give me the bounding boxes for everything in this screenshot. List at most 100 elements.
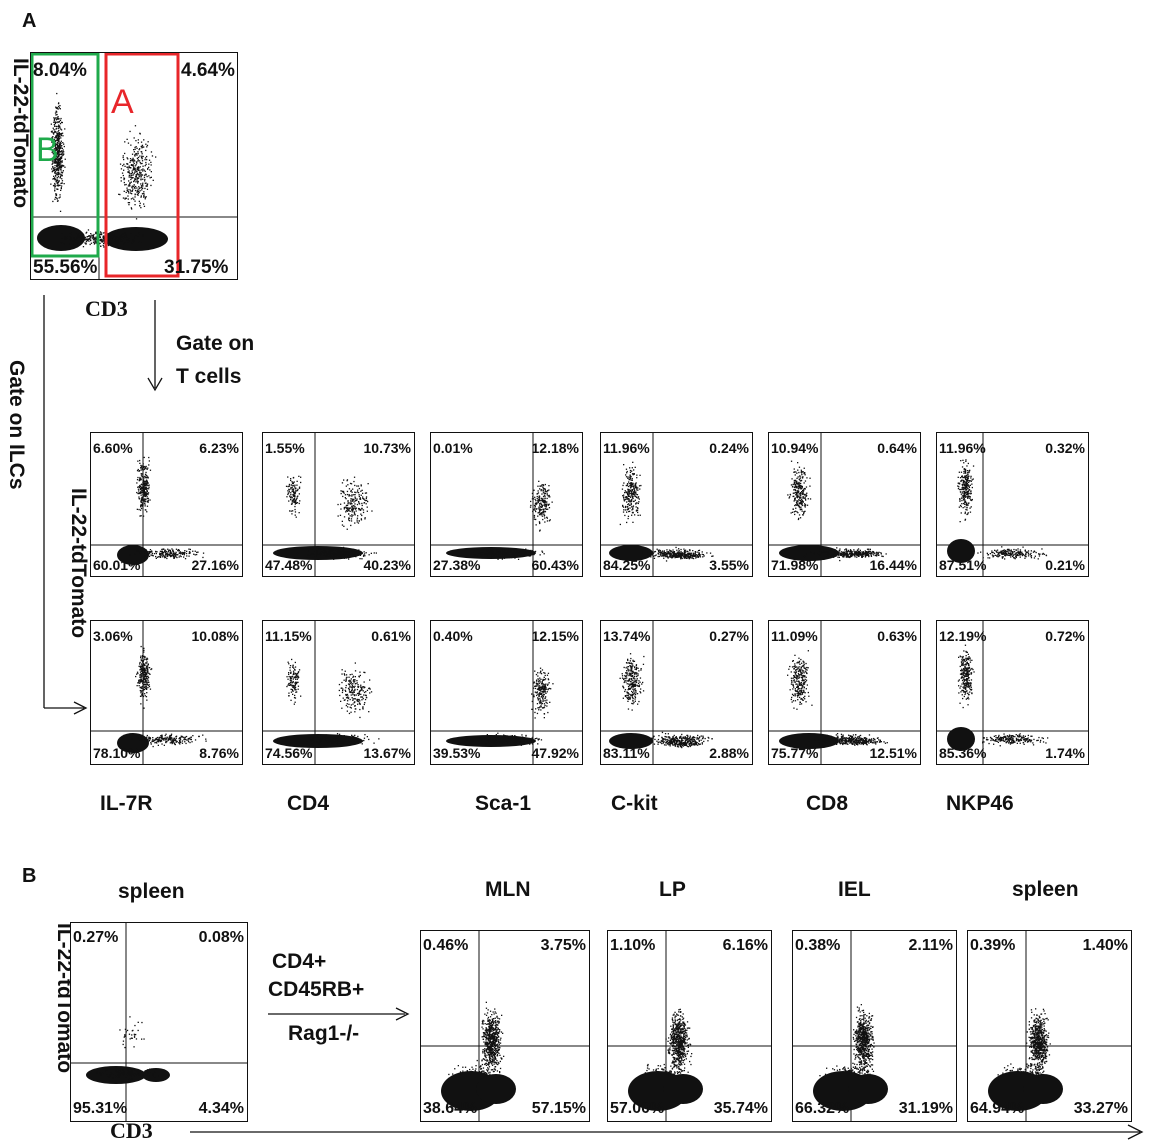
event-dots bbox=[803, 547, 883, 562]
panel-b-quadrant-lr: 31.19% bbox=[898, 1100, 953, 1117]
column-label-nkp46: NKP46 bbox=[946, 792, 1014, 815]
panel-b-plot-svg bbox=[793, 931, 956, 1121]
dense-population bbox=[117, 733, 149, 753]
main-flow-plot: 8.04% 4.64% 55.56% 31.75% A B bbox=[30, 52, 238, 280]
event-dots bbox=[957, 644, 975, 709]
quadrant-lr: 13.67% bbox=[363, 745, 411, 761]
quadrant-ur: 0.27% bbox=[709, 628, 749, 644]
panel-b-quadrant-ur: 0.08% bbox=[198, 929, 244, 946]
panel-b-quadrant-ur: 3.75% bbox=[540, 937, 586, 954]
event-dots bbox=[653, 739, 703, 749]
event-dots bbox=[118, 125, 157, 220]
quadrant-ul: 6.60% bbox=[93, 440, 133, 456]
panel-b-plot-4: 0.39% 1.40% 64.94% 33.27% bbox=[967, 930, 1132, 1122]
panel-b-title-0: spleen bbox=[118, 880, 185, 903]
event-dots bbox=[632, 731, 713, 746]
flow-plot-svg bbox=[91, 433, 242, 576]
panel-b-quadrant-lr: 4.34% bbox=[198, 1100, 244, 1117]
quadrant-ur: 0.61% bbox=[371, 628, 411, 644]
dense-population bbox=[663, 1074, 703, 1104]
panel-b-quadrant-ur: 2.11% bbox=[908, 937, 953, 954]
gate-b-box bbox=[31, 53, 100, 258]
event-dots bbox=[285, 475, 302, 518]
flow-plot-svg bbox=[769, 433, 920, 576]
flow-plot-row-t-il-7r: 6.60% 6.23% 60.01% 27.16% bbox=[90, 432, 243, 577]
event-dots bbox=[129, 548, 205, 560]
event-dots bbox=[136, 456, 152, 517]
quadrant-ul: 13.74% bbox=[603, 628, 651, 644]
flow-plot-svg bbox=[937, 433, 1088, 576]
event-dots bbox=[957, 459, 975, 523]
quadrant-lr: 2.88% bbox=[709, 745, 749, 761]
event-dots bbox=[306, 733, 380, 745]
quadrant-ll: 27.38% bbox=[433, 557, 481, 573]
event-dots bbox=[481, 1001, 505, 1080]
panel-b-letter: B bbox=[22, 865, 37, 887]
event-dots bbox=[296, 546, 377, 560]
panel-b-plot-1: 0.46% 3.75% 38.64% 57.15% bbox=[420, 930, 590, 1122]
quadrant-ur: 0.63% bbox=[877, 628, 917, 644]
event-dots bbox=[466, 732, 543, 746]
dense-population bbox=[848, 1074, 888, 1104]
quadrant-ur: 10.73% bbox=[363, 440, 411, 456]
panel-b-quadrant-lr: 57.15% bbox=[531, 1100, 586, 1117]
quadrant-lr: 16.44% bbox=[869, 557, 917, 573]
flow-plot-svg bbox=[431, 433, 582, 576]
flow-plot-svg bbox=[263, 621, 414, 764]
quadrant-lr: 60.43% bbox=[531, 557, 579, 573]
panel-b-title-1: MLN bbox=[485, 878, 531, 901]
gate-b-label: B bbox=[36, 131, 59, 169]
transfer-line3: Rag1-/- bbox=[288, 1022, 360, 1045]
quadrant-ul: 11.15% bbox=[265, 628, 312, 644]
quadrant-ur: 10.08% bbox=[191, 628, 239, 644]
main-quadrant-ll: 55.56% bbox=[33, 257, 98, 278]
event-dots bbox=[642, 546, 714, 562]
dense-population bbox=[476, 1074, 516, 1104]
gate-a-label: A bbox=[111, 83, 134, 121]
quadrant-ur: 12.15% bbox=[531, 628, 579, 644]
dense-population bbox=[609, 545, 653, 561]
panel-b-x-label: CD3 bbox=[110, 1118, 153, 1143]
column-label-ckit: C-kit bbox=[611, 792, 658, 815]
event-dots bbox=[135, 645, 153, 709]
event-dots bbox=[119, 1016, 145, 1049]
quadrant-ll: 83.11% bbox=[603, 745, 650, 761]
event-dots bbox=[338, 662, 373, 719]
quadrant-ll: 75.77% bbox=[771, 745, 819, 761]
panel-b-title-2: LP bbox=[659, 878, 686, 901]
quadrant-ul: 3.06% bbox=[93, 628, 133, 644]
event-dots bbox=[808, 733, 881, 746]
event-dots bbox=[286, 658, 302, 705]
quadrant-ul: 10.94% bbox=[771, 440, 819, 456]
quadrant-ll: 47.48% bbox=[265, 557, 313, 573]
panel-b-plot-2: 1.10% 6.16% 57.00% 35.74% bbox=[607, 930, 772, 1122]
column-label-cd4: CD4 bbox=[287, 792, 330, 815]
quadrant-lr: 8.76% bbox=[199, 745, 239, 761]
panel-b-quadrant-ur: 1.40% bbox=[1082, 937, 1128, 954]
dense-population bbox=[142, 1068, 170, 1082]
flow-plot-row-ilc-c-kit: 13.74% 0.27% 83.11% 2.88% bbox=[600, 620, 753, 765]
t-cell-arrow-head bbox=[147, 377, 163, 392]
quadrant-lr: 40.23% bbox=[363, 557, 411, 573]
quadrant-lr: 1.74% bbox=[1045, 745, 1085, 761]
panel-b-quadrant-ul: 1.10% bbox=[610, 937, 656, 954]
gate-t-cells-line1: Gate on bbox=[176, 332, 255, 355]
panel-b-quadrant-ul: 0.27% bbox=[73, 929, 119, 946]
event-dots bbox=[531, 667, 554, 719]
quadrant-ll: 84.25% bbox=[603, 557, 651, 573]
panel-b-quadrant-lr: 35.74% bbox=[713, 1100, 768, 1117]
event-dots bbox=[96, 1068, 160, 1080]
flow-plot-svg bbox=[937, 621, 1088, 764]
transfer-line1: CD4+ bbox=[272, 950, 327, 973]
event-dots bbox=[852, 1004, 875, 1075]
column-label-cd8: CD8 bbox=[806, 792, 849, 815]
flow-plot-row-ilc-cd8: 11.09% 0.63% 75.77% 12.51% bbox=[768, 620, 921, 765]
quadrant-ul: 0.40% bbox=[433, 628, 473, 644]
panel-b-title-4: spleen bbox=[1012, 878, 1079, 901]
flow-plot-svg bbox=[601, 433, 752, 576]
event-dots bbox=[337, 476, 373, 530]
event-dots bbox=[619, 653, 645, 711]
event-dots bbox=[529, 480, 553, 532]
flow-plot-svg bbox=[91, 621, 242, 764]
event-dots bbox=[49, 92, 66, 212]
